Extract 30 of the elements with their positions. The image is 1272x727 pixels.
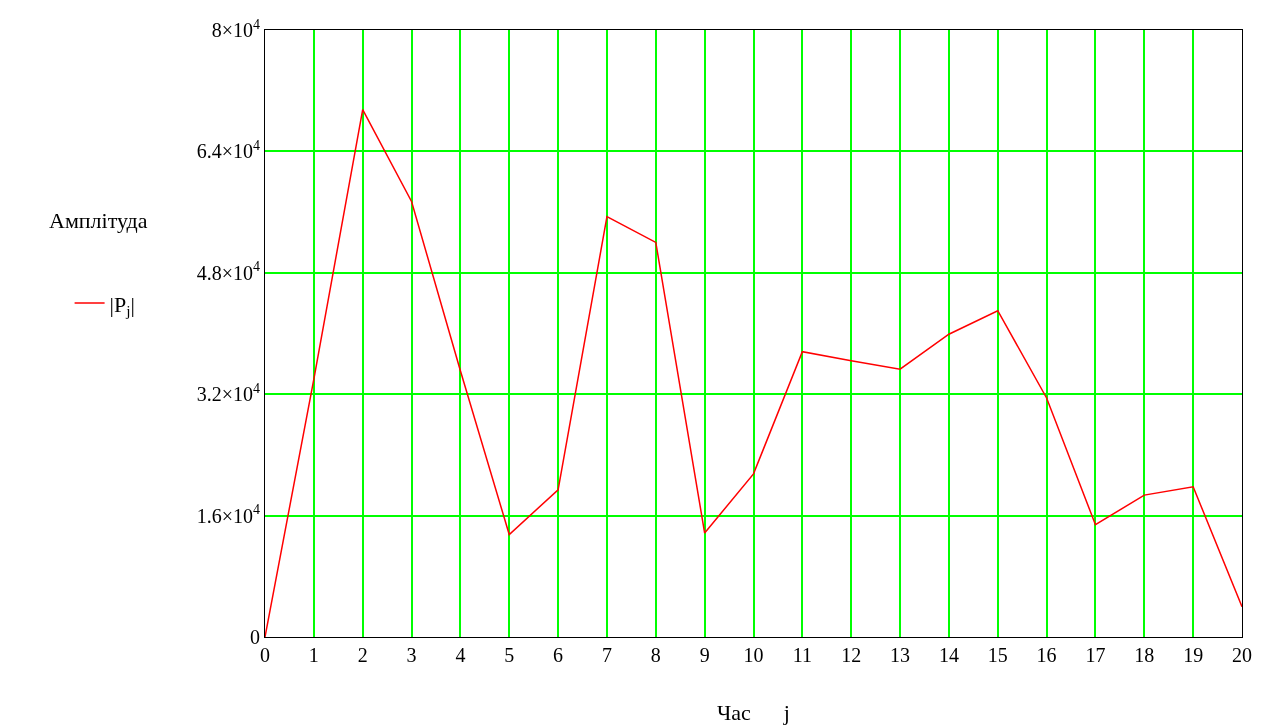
x-tick-label: 9: [699, 644, 710, 666]
x-tick-label: 8: [650, 644, 661, 666]
x-tick-label: 3: [406, 644, 417, 666]
x-tick-label: 7: [601, 644, 612, 666]
x-tick-label: 10: [743, 644, 764, 666]
x-tick-label: 4: [455, 644, 466, 666]
line-series: [265, 108, 1242, 637]
legend-label: |P$_{j}$|: [109, 291, 135, 320]
x-tick-label: 12: [841, 644, 862, 666]
x-tick-label: 1: [308, 644, 319, 666]
y-tick-label: 8×10$^{4}$: [211, 16, 260, 41]
x-tick-label: 18: [1134, 644, 1155, 666]
y-axis-title: Амплітуда: [49, 208, 148, 233]
y-tick-label: 4.8×10$^{4}$: [196, 259, 260, 284]
y-tick-label: 6.4×10$^{4}$: [196, 138, 260, 163]
y-tick-label: 0: [250, 626, 260, 648]
x-tick-label: 20: [1232, 644, 1252, 666]
y-tick-label: 3.2×10$^{4}$: [196, 380, 260, 406]
x-tick-label: 15: [987, 644, 1008, 666]
x-tick-label: 6: [553, 644, 564, 666]
x-tick-label: 14: [938, 644, 959, 666]
x-tick-label: 5: [504, 644, 515, 666]
x-tick-label: 2: [357, 644, 368, 666]
x-tick-label: 13: [890, 644, 911, 666]
x-tick-label: 11: [792, 644, 812, 666]
x-tick-label: 16: [1036, 644, 1057, 666]
y-tick-label: 1.6×10$^{4}$: [196, 502, 260, 527]
x-tick-label: 17: [1085, 644, 1106, 666]
x-axis-title: Час j: [717, 700, 790, 725]
x-tick-label: 19: [1183, 644, 1204, 666]
